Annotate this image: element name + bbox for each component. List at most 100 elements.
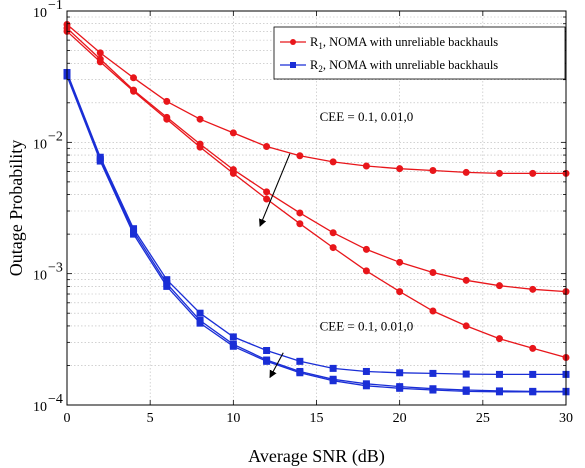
data-point [329, 158, 337, 166]
annotation-arrow [259, 153, 291, 227]
data-point [529, 285, 537, 293]
data-point [196, 319, 204, 327]
data-point [429, 386, 437, 394]
data-point [229, 169, 237, 177]
data-point [495, 370, 503, 378]
data-point [396, 258, 404, 266]
series-3 [63, 27, 570, 361]
data-point [429, 269, 437, 277]
data-point [263, 142, 271, 150]
y-tick-label: 10 [33, 137, 47, 152]
data-point [396, 165, 404, 173]
data-point [229, 342, 237, 350]
data-point [462, 322, 470, 330]
data-point [263, 357, 271, 365]
series-line [66, 23, 566, 175]
data-point [163, 97, 171, 105]
data-point [196, 143, 204, 151]
data-point [362, 162, 370, 170]
legend-box [273, 26, 566, 80]
data-point [362, 245, 370, 253]
y-tick-label: 10 [33, 6, 47, 21]
series-line [66, 27, 567, 293]
data-point [529, 370, 537, 378]
annotations: CEE = 0.1, 0.01,0 CEE = 0.1, 0.01,0 [259, 109, 414, 379]
data-point [529, 169, 537, 177]
annotation-arrow [269, 352, 284, 379]
series-line [66, 30, 567, 359]
data-point [429, 167, 437, 175]
data-point [362, 382, 370, 390]
y-tick-exponent: −4 [48, 392, 63, 407]
data-point [495, 169, 503, 177]
legend-entry: R2, NOMA with unreliable backhauls [280, 58, 498, 74]
data-point [163, 115, 171, 123]
data-point [495, 282, 503, 290]
x-tick-label: 0 [64, 411, 71, 426]
series-layer [63, 20, 570, 396]
data-point [429, 307, 437, 315]
x-axis-label: Average SNR (dB) [248, 446, 385, 467]
x-tick-label: 30 [559, 411, 573, 426]
legend-marker [290, 62, 296, 68]
data-point [263, 347, 271, 355]
x-tick-label: 15 [310, 411, 324, 426]
series-line [66, 72, 566, 376]
data-point [196, 309, 204, 317]
x-tick-label: 25 [476, 411, 490, 426]
legend-label: R2, NOMA with unreliable backhauls [310, 58, 498, 74]
x-tick-label: 5 [147, 411, 154, 426]
data-point [462, 276, 470, 284]
data-point [296, 220, 304, 228]
y-tick-exponent: −3 [48, 261, 63, 276]
series-line [66, 73, 566, 393]
x-tick-label: 10 [226, 411, 240, 426]
data-point [362, 367, 370, 375]
data-point [130, 230, 138, 238]
data-point [196, 115, 204, 123]
y-tick-exponent: −2 [48, 129, 63, 144]
data-point [229, 129, 237, 137]
data-point [529, 388, 537, 396]
legend-label: R1, NOMA with unreliable backhauls [310, 35, 498, 51]
y-axis-label: Outage Probability [6, 140, 26, 276]
data-point [229, 333, 237, 341]
legend: R1, NOMA with unreliable backhauls R2, NO… [273, 26, 566, 80]
data-point [96, 49, 104, 57]
data-point [462, 168, 470, 176]
data-point [96, 157, 104, 165]
data-point [329, 377, 337, 385]
legend-marker [290, 39, 296, 45]
data-point [263, 188, 271, 196]
data-point [329, 229, 337, 237]
data-point [296, 369, 304, 377]
data-point [495, 388, 503, 396]
data-point [296, 357, 304, 365]
data-point [163, 282, 171, 290]
y-tick-exponent: −1 [48, 0, 63, 13]
data-point [296, 152, 304, 160]
data-point [130, 87, 138, 95]
annotation-label: CEE = 0.1, 0.01,0 [320, 109, 414, 124]
data-point [263, 195, 271, 203]
data-point [329, 244, 337, 252]
data-point [96, 58, 104, 66]
annotation-label: CEE = 0.1, 0.01,0 [320, 318, 414, 333]
data-point [296, 209, 304, 217]
data-point [429, 369, 437, 377]
data-point [396, 369, 404, 377]
data-point [529, 344, 537, 352]
data-point [396, 288, 404, 296]
y-tick-label: 10 [33, 400, 47, 415]
y-tick-label: 10 [33, 269, 47, 284]
series-1 [63, 20, 570, 177]
legend-entry: R1, NOMA with unreliable backhauls [280, 35, 498, 51]
data-point [130, 74, 138, 82]
data-point [329, 364, 337, 372]
data-point [462, 387, 470, 395]
data-point [396, 384, 404, 392]
data-point [362, 267, 370, 275]
data-point [462, 370, 470, 378]
